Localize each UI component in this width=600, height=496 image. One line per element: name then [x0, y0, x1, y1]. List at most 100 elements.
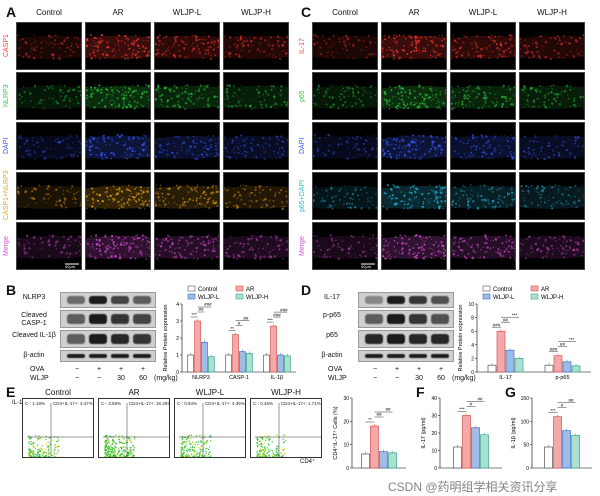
panel-label-a: A [6, 4, 17, 20]
blot-band [387, 334, 405, 344]
fluorescence-image [17, 73, 81, 119]
condition-name: WLJP [328, 375, 347, 382]
y-axis-label: IL-17 (pg/ml) [421, 417, 427, 448]
blot-band [409, 334, 427, 344]
row-label: DAPI [299, 137, 306, 155]
significance-mark: ## [568, 398, 574, 403]
significance-mark: ### [550, 347, 558, 352]
y-tick-label: 30 [431, 414, 437, 420]
significance-mark: *** [550, 408, 556, 413]
panel-label-d: D [301, 282, 312, 298]
y-tick-label: 0 [471, 370, 474, 376]
y-tick-label: 3 [176, 319, 179, 325]
blot-band [111, 296, 129, 304]
legend-swatch [235, 293, 244, 300]
facs-xaxis-label: CD4⁺ [300, 459, 316, 465]
significance-mark: ** [230, 326, 234, 331]
blot-band [431, 354, 449, 358]
y-tick-label: 40 [431, 396, 437, 402]
row-label: p65 [299, 90, 306, 102]
condition-value: 30 [117, 375, 125, 382]
y-axis-label: Relative Protein expression [458, 305, 464, 372]
blot-strip [358, 292, 454, 308]
fluorescence-image [451, 73, 515, 119]
bar [225, 354, 232, 373]
condition-value: + [140, 366, 146, 373]
panel-b-chart: Control AR WLJP-L WLJP-H 0 1 2 3 4 Relative Prote… [163, 285, 296, 381]
legend-swatch [187, 293, 196, 300]
row-label: Merge [3, 236, 10, 256]
blot-band [133, 314, 151, 324]
bar [544, 446, 553, 469]
legend-swatch [187, 285, 196, 292]
fluorescence-image [224, 23, 288, 69]
column-header: Control [332, 8, 358, 17]
blot-band [89, 314, 107, 324]
condition-unit: (mg/kg) [452, 375, 476, 382]
blot-band [431, 314, 449, 324]
fluorescence-image: 40μm [313, 223, 377, 269]
fluorescence-image [313, 23, 377, 69]
bar [201, 341, 208, 373]
microscopy-tile [16, 22, 82, 70]
facs-title: Control [45, 388, 71, 397]
y-tick-label: 0 [526, 466, 529, 472]
gate-right-value: CD4+IL-17+: 4.35% [205, 401, 245, 406]
microscopy-tile [450, 122, 516, 170]
blot-band [409, 314, 427, 324]
microscopy-tile [154, 122, 220, 170]
fluorescence-image [520, 23, 584, 69]
category-label: IL-1β [271, 375, 284, 381]
category-label: p-p65 [555, 375, 569, 381]
column-header: WLJP-H [537, 8, 567, 17]
bar [505, 349, 515, 373]
microscopy-tile [223, 172, 289, 220]
condition-value: + [438, 366, 444, 373]
fluorescence-image: 40μm [17, 223, 81, 269]
blot-band [111, 314, 129, 324]
significance-mark: ## [243, 316, 249, 321]
panel-label-f: F [416, 384, 425, 400]
panel-label-g: G [505, 384, 516, 400]
row-label: p65+DAPI [299, 179, 306, 213]
microscopy-tile [223, 122, 289, 170]
y-tick-label: 0 [434, 466, 437, 472]
condition-value: + [118, 366, 124, 373]
condition-unit: (mg/kg) [154, 375, 178, 382]
microscopy-tile [450, 222, 516, 270]
gate-right-value: CD4+IL-17+: 16.25% [129, 401, 170, 406]
legend-label: Control [493, 287, 512, 293]
bar [246, 352, 253, 373]
bar [379, 451, 388, 469]
fluorescence-image [155, 173, 219, 219]
bar [453, 446, 462, 469]
facs-scatter [179, 403, 245, 457]
column-header: AR [112, 8, 124, 17]
significance-mark: ## [376, 412, 382, 417]
condition-value: + [96, 366, 102, 373]
significance-mark: # [238, 321, 241, 326]
significance-mark: *** [512, 312, 518, 317]
microscopy-tile [16, 122, 82, 170]
fluorescence-image [155, 23, 219, 69]
blot-band [409, 354, 427, 358]
bar [232, 334, 239, 373]
watermark-text: CSDN @药明组学相关资讯分享 [388, 480, 558, 494]
bar [388, 452, 397, 469]
facs-title: WLJP-L [195, 388, 225, 397]
blot-strip [60, 350, 156, 362]
blot-band [133, 296, 151, 304]
y-tick-label: 2 [176, 336, 179, 342]
fluorescence-image [86, 173, 150, 219]
significance-mark: # [470, 402, 473, 407]
bar [239, 351, 246, 373]
blot-strip [358, 310, 454, 328]
condition-value: 30 [415, 375, 423, 382]
facs-plot: C-: 0.45% CD4+IL-17+: 1.71% [250, 398, 322, 458]
fluorescence-image [382, 123, 446, 169]
blot-band [67, 314, 85, 324]
panel-label-b: B [6, 282, 17, 298]
row-label: CASP1 [3, 34, 10, 58]
